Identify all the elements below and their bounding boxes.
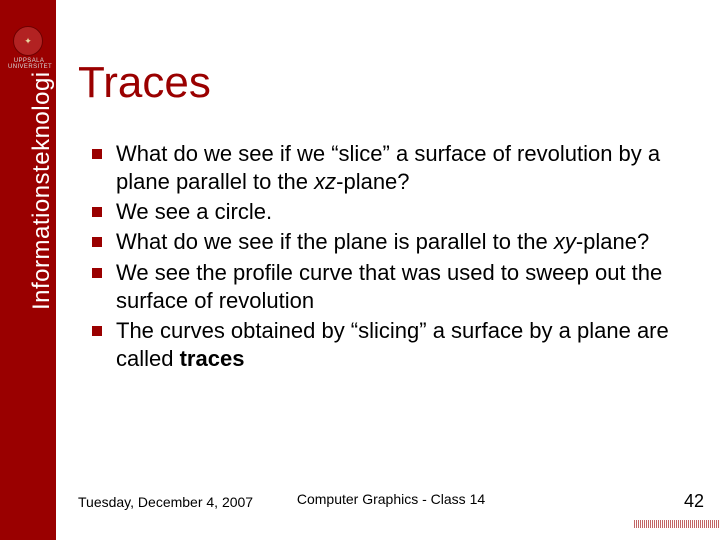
seal-glyph: ✦ <box>24 37 32 46</box>
sidebar: ✦ UPPSALA UNIVERSITET Informationsteknol… <box>0 0 56 540</box>
slide-footer: Tuesday, December 4, 2007 Computer Graph… <box>78 491 704 512</box>
footer-page-number: 42 <box>684 491 704 512</box>
bullet-text: We see a circle. <box>116 198 272 226</box>
footer-date: Tuesday, December 4, 2007 <box>78 494 253 510</box>
sidebar-vertical-label: Informationsteknologi <box>28 71 56 310</box>
bullet-marker-icon <box>92 149 102 159</box>
bullet-marker-icon <box>92 268 102 278</box>
slide-title: Traces <box>78 58 211 108</box>
bullet-marker-icon <box>92 326 102 336</box>
bullet-item: What do we see if the plane is parallel … <box>92 228 692 256</box>
university-caption: UPPSALA UNIVERSITET <box>8 58 50 70</box>
bullet-text: We see the profile curve that was used t… <box>116 259 692 315</box>
bullet-text: What do we see if we “slice” a surface o… <box>116 140 692 196</box>
footer-center: Computer Graphics - Class 14 <box>297 491 485 507</box>
caption-line2: UNIVERSITET <box>8 64 52 70</box>
bullet-marker-icon <box>92 207 102 217</box>
bullet-item: We see the profile curve that was used t… <box>92 259 692 315</box>
decorative-stripe <box>634 520 720 528</box>
bullet-text: The curves obtained by “slicing” a surfa… <box>116 317 692 373</box>
bullet-item: What do we see if we “slice” a surface o… <box>92 140 692 196</box>
bullet-text: What do we see if the plane is parallel … <box>116 228 649 256</box>
slide-body: What do we see if we “slice” a surface o… <box>92 140 692 375</box>
bullet-item: We see a circle. <box>92 198 692 226</box>
slide: ✦ UPPSALA UNIVERSITET Informationsteknol… <box>0 0 720 540</box>
bullet-item: The curves obtained by “slicing” a surfa… <box>92 317 692 373</box>
university-seal-icon: ✦ <box>13 26 43 56</box>
bullet-marker-icon <box>92 237 102 247</box>
